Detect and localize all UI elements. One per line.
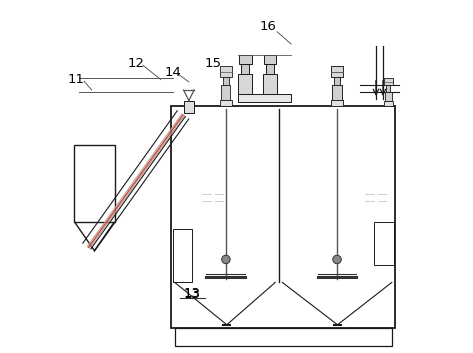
Bar	[171, 106, 395, 328]
Text: ——  ——: —— ——	[202, 199, 225, 204]
Bar	[331, 100, 343, 106]
Bar	[241, 64, 249, 74]
Bar	[223, 77, 229, 85]
Bar	[263, 74, 277, 94]
Circle shape	[333, 255, 342, 264]
Text: 16: 16	[260, 20, 277, 33]
Bar	[333, 85, 342, 100]
Bar	[374, 222, 394, 265]
Text: 14: 14	[165, 66, 182, 79]
Bar	[74, 145, 115, 222]
Bar	[333, 85, 342, 100]
Bar	[384, 78, 393, 85]
Text: ——  ——: —— ——	[202, 192, 225, 197]
Bar	[263, 55, 276, 64]
Text: 12: 12	[127, 57, 144, 70]
Bar	[334, 77, 340, 85]
Bar	[173, 229, 193, 282]
Bar	[266, 64, 274, 74]
Bar	[221, 85, 230, 100]
Bar	[331, 66, 343, 77]
Text: ——  ——: —— ——	[365, 199, 387, 204]
Bar	[386, 85, 390, 91]
Circle shape	[222, 255, 230, 264]
Bar	[175, 328, 392, 346]
Text: 13: 13	[184, 287, 201, 300]
Bar	[219, 66, 232, 77]
Bar	[385, 91, 392, 101]
Text: 11: 11	[67, 73, 84, 86]
Text: 15: 15	[205, 57, 222, 70]
Text: ——  ——: —— ——	[365, 192, 387, 197]
Bar	[331, 100, 343, 106]
Bar	[331, 66, 343, 77]
Bar	[238, 94, 291, 102]
Bar	[219, 100, 232, 106]
Text: 13: 13	[184, 288, 201, 301]
Bar	[184, 101, 194, 113]
Bar	[238, 74, 252, 94]
Bar	[384, 101, 393, 106]
Bar	[239, 55, 252, 64]
Bar	[334, 77, 340, 85]
